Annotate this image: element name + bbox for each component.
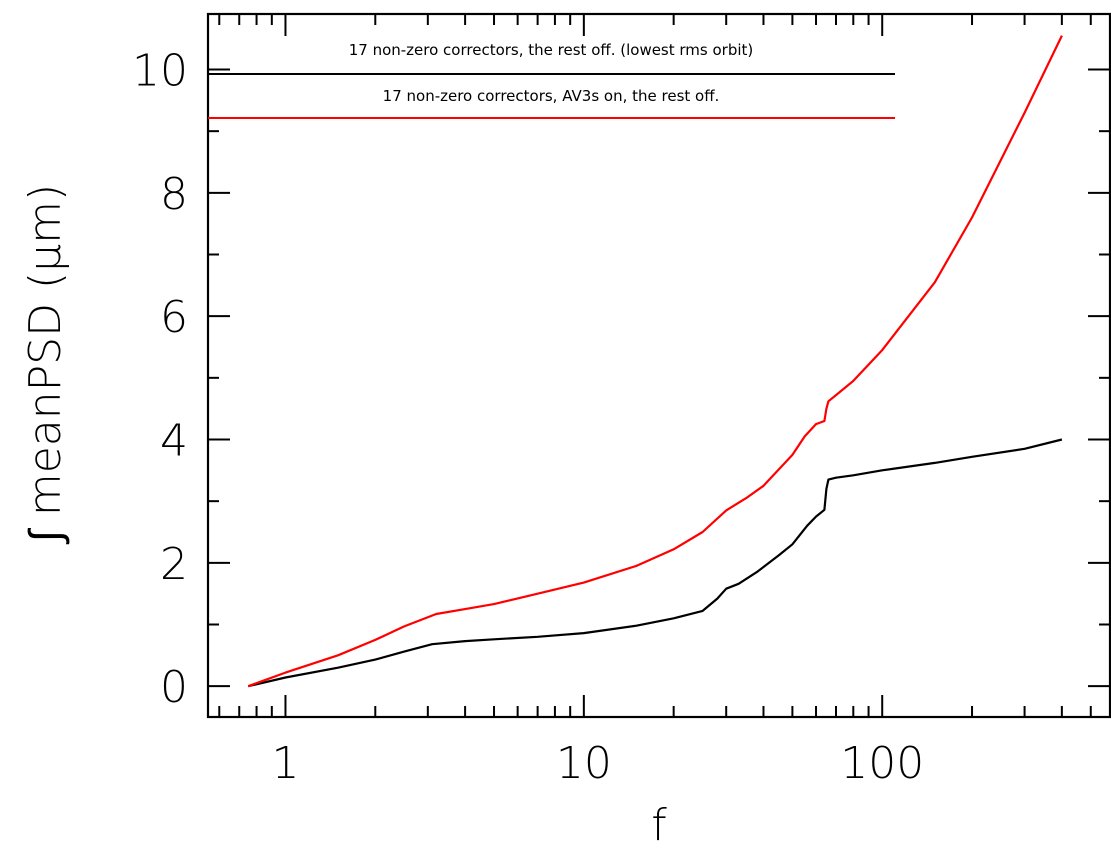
- legend-label: 17 non-zero correctors, AV3s on, the res…: [383, 87, 720, 105]
- x-axis-title: f: [651, 800, 667, 851]
- y-tick-label: 8: [160, 169, 188, 220]
- y-tick-label: 0: [160, 662, 188, 713]
- x-tick-label: 10: [556, 738, 612, 789]
- series-lines: [247, 35, 1063, 688]
- y-tick-label: 6: [160, 292, 188, 343]
- x-tick-label: 1: [271, 738, 299, 789]
- y-axis-title: ∫ meanPSD (μm): [20, 184, 71, 545]
- x-tick-label: 100: [840, 738, 924, 789]
- y-tick-label: 10: [132, 46, 188, 97]
- legend-label: 17 non-zero correctors, the rest off. (l…: [349, 41, 754, 59]
- y-tick-label: 2: [160, 539, 188, 590]
- y-tick-label: 4: [160, 416, 188, 467]
- tick-labels: 1 10 100 0 2 4 6 8 10: [132, 46, 924, 790]
- series-line-1: [247, 438, 1063, 688]
- legend: 17 non-zero correctors, the rest off. (l…: [208, 41, 895, 119]
- series-line-2: [247, 35, 1063, 688]
- axis-ticks: [208, 14, 1110, 717]
- plot-frame: [206, 12, 1111, 719]
